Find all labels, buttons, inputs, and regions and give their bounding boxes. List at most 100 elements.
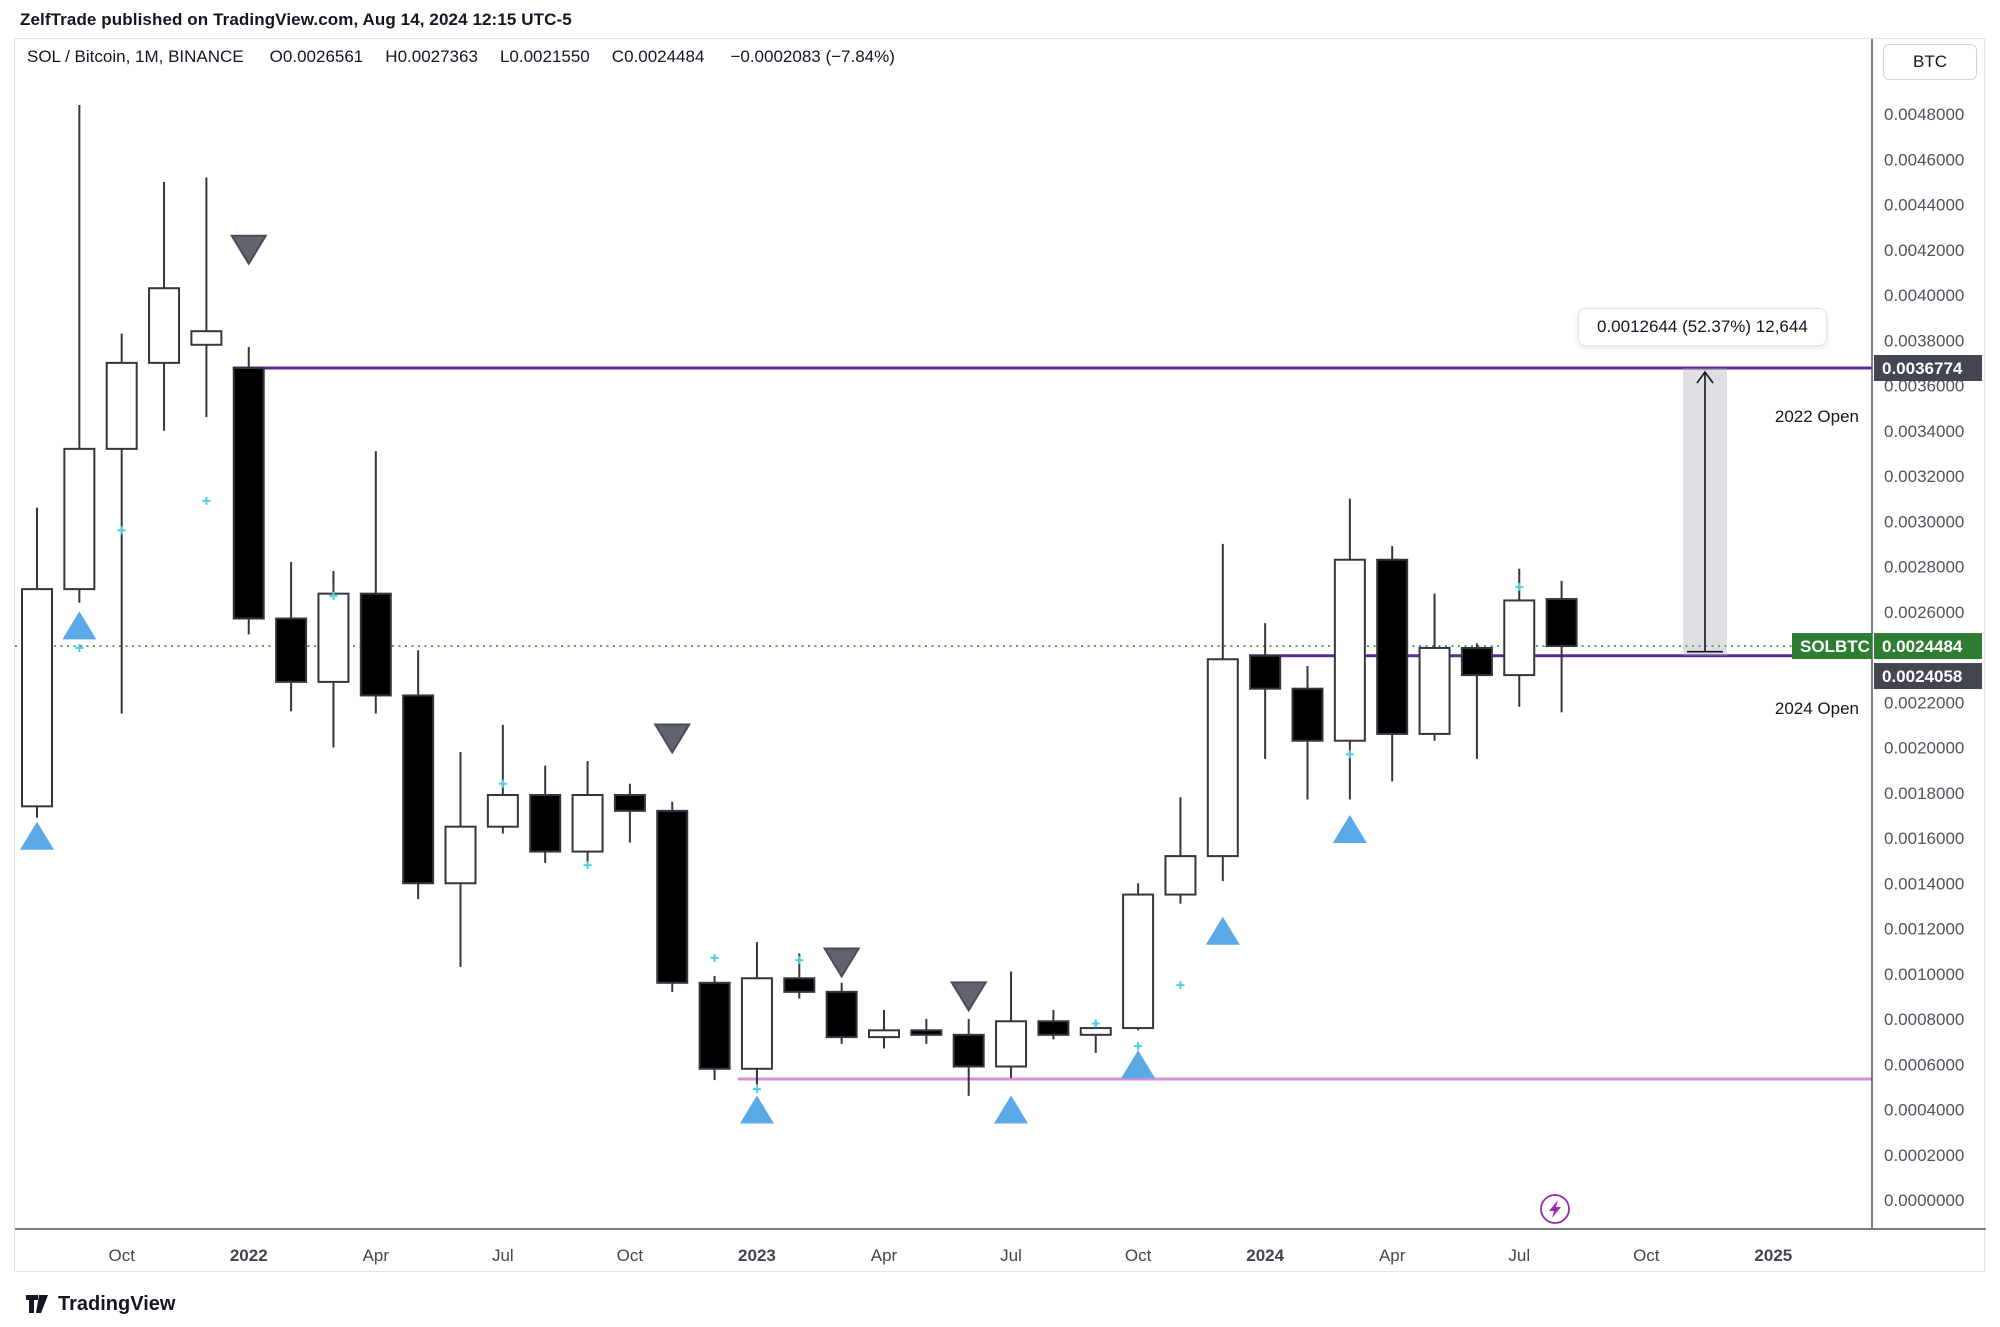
- price-tick-label[interactable]: 0.0030000: [1884, 512, 1964, 531]
- candle: [63, 104, 96, 603]
- price-tick-label[interactable]: 0.0008000: [1884, 1010, 1964, 1029]
- tradingview-logo-text[interactable]: TradingView: [58, 1292, 176, 1315]
- price-tick-label[interactable]: 0.0002000: [1884, 1146, 1964, 1165]
- measurement-tooltip[interactable]: 0.0012644 (52.37%) 12,644: [1578, 308, 1827, 346]
- price-tick-label[interactable]: 0.0018000: [1884, 784, 1964, 803]
- time-tick-label[interactable]: Jul: [492, 1246, 514, 1265]
- price-tick-label[interactable]: 0.0014000: [1884, 874, 1964, 893]
- candle: [1460, 643, 1493, 759]
- tradingview-logo-icon[interactable]: [25, 1292, 49, 1316]
- time-tick-label[interactable]: 2023: [738, 1246, 776, 1265]
- svg-text:0.0024058: 0.0024058: [1882, 667, 1962, 686]
- price-tick-label[interactable]: 0.0048000: [1884, 105, 1964, 124]
- candle: [952, 1019, 985, 1096]
- buy-triangle-marker: [20, 821, 54, 850]
- plus-marker: [1134, 1042, 1143, 1051]
- sell-triangle-marker: [653, 723, 692, 755]
- time-tick-label[interactable]: Apr: [363, 1246, 390, 1265]
- price-tick-label[interactable]: 0.0036000: [1884, 377, 1964, 396]
- candle: [698, 976, 731, 1081]
- candle: [402, 650, 435, 900]
- ohlc-low: L0.0021550: [499, 47, 590, 66]
- ohlc-high: H0.0027363: [385, 47, 478, 66]
- candle: [1545, 580, 1578, 713]
- price-tick-label[interactable]: 0.0032000: [1884, 467, 1964, 486]
- svg-text:SOLBTC: SOLBTC: [1800, 637, 1870, 656]
- price-tick-label[interactable]: 0.0020000: [1884, 739, 1964, 758]
- candle: [910, 1019, 943, 1044]
- time-tick-label[interactable]: Oct: [1633, 1246, 1660, 1265]
- candle: [995, 971, 1028, 1078]
- buy-triangle-marker: [1121, 1050, 1156, 1079]
- price-tick-label[interactable]: 0.0042000: [1884, 241, 1964, 260]
- candle: [359, 451, 392, 714]
- price-tick-label[interactable]: 0.0040000: [1884, 286, 1964, 305]
- price-tick-label[interactable]: 0.0010000: [1884, 965, 1964, 984]
- price-tick-label[interactable]: 0.0026000: [1884, 603, 1964, 622]
- plus-marker: [1345, 750, 1354, 759]
- plus-marker: [75, 643, 84, 652]
- price-tick-label[interactable]: 0.0000000: [1884, 1191, 1964, 1210]
- plus-marker: [795, 956, 804, 965]
- buy-triangle-marker: [739, 1095, 774, 1124]
- time-tick-label[interactable]: Jul: [1000, 1246, 1022, 1265]
- svg-text:0.0036774: 0.0036774: [1882, 359, 1963, 378]
- buy-triangle-marker: [1205, 916, 1240, 945]
- ohlc-close: C0.0024484: [611, 47, 705, 66]
- time-tick-label[interactable]: 2024: [1246, 1246, 1284, 1265]
- plus-marker: [1515, 582, 1524, 591]
- price-tick-label[interactable]: 0.0046000: [1884, 150, 1964, 169]
- price-tick-label[interactable]: 0.0012000: [1884, 920, 1964, 939]
- lightning-idea-icon[interactable]: [1540, 1194, 1570, 1224]
- candle: [105, 333, 138, 714]
- candle: [1164, 797, 1197, 904]
- time-tick-label[interactable]: Apr: [871, 1246, 898, 1265]
- time-tick-label[interactable]: 2022: [230, 1246, 268, 1265]
- candle: [825, 982, 858, 1044]
- time-tick-label[interactable]: 2025: [1754, 1246, 1792, 1265]
- plus-marker: [202, 496, 211, 505]
- price-tick-label[interactable]: 0.0022000: [1884, 693, 1964, 712]
- time-tick-label[interactable]: Jul: [1508, 1246, 1530, 1265]
- price-tick-label[interactable]: 0.0016000: [1884, 829, 1964, 848]
- price-tick-label[interactable]: 0.0004000: [1884, 1101, 1964, 1120]
- change-value: −0.0002083 (−7.84%): [730, 47, 895, 66]
- symbol-title[interactable]: SOL / Bitcoin, 1M, BINANCE: [27, 47, 244, 66]
- price-range-measurement[interactable]: [1683, 367, 1727, 656]
- sell-triangle-marker: [229, 234, 268, 266]
- plus-marker: [117, 526, 126, 535]
- svg-text:0.0024484: 0.0024484: [1882, 637, 1963, 656]
- candle: [1291, 666, 1324, 800]
- candle: [1418, 593, 1451, 741]
- tradingview-footer: TradingView: [25, 1292, 175, 1316]
- price-tick-label[interactable]: 0.0006000: [1884, 1055, 1964, 1074]
- chart-card: 0.0048000 0.0046000 0.0044000 0.0042000 0.00…: [14, 38, 1986, 1273]
- price-tick-label[interactable]: 0.0034000: [1884, 422, 1964, 441]
- price-tick-label[interactable]: 0.0044000: [1884, 196, 1964, 215]
- symbol-price-tag: SOLBTC: [1792, 633, 1872, 660]
- time-tick-label[interactable]: Apr: [1379, 1246, 1406, 1265]
- chart-legend[interactable]: SOL / Bitcoin, 1M, BINANCE O0.0026561 H0…: [27, 47, 895, 67]
- candle: [1333, 498, 1366, 800]
- candle: [275, 561, 308, 712]
- plus-marker: [710, 953, 719, 962]
- time-tick-label[interactable]: Oct: [108, 1246, 135, 1265]
- open-2022-price-label: 0.0036774: [1874, 354, 1982, 381]
- time-tick-label[interactable]: Oct: [617, 1246, 644, 1265]
- plus-marker: [1091, 1019, 1100, 1028]
- buy-triangle-marker: [994, 1095, 1029, 1124]
- candle: [740, 942, 773, 1085]
- plus-marker: [329, 591, 338, 600]
- candle: [1037, 1009, 1070, 1040]
- buy-triangle-marker: [62, 611, 97, 640]
- open-2024-price-label: 0.0024058: [1874, 663, 1982, 690]
- price-tick-label[interactable]: 0.0028000: [1884, 558, 1964, 577]
- candle: [232, 347, 265, 635]
- price-tick-label[interactable]: 0.0038000: [1884, 331, 1964, 350]
- currency-unit-button[interactable]: BTC: [1883, 44, 1977, 80]
- plus-marker: [498, 779, 507, 788]
- candlestick-chart[interactable]: 0.0048000 0.0046000 0.0044000 0.0042000 0.00…: [15, 39, 1986, 1273]
- candle: [21, 507, 53, 818]
- time-tick-label[interactable]: Oct: [1125, 1246, 1152, 1265]
